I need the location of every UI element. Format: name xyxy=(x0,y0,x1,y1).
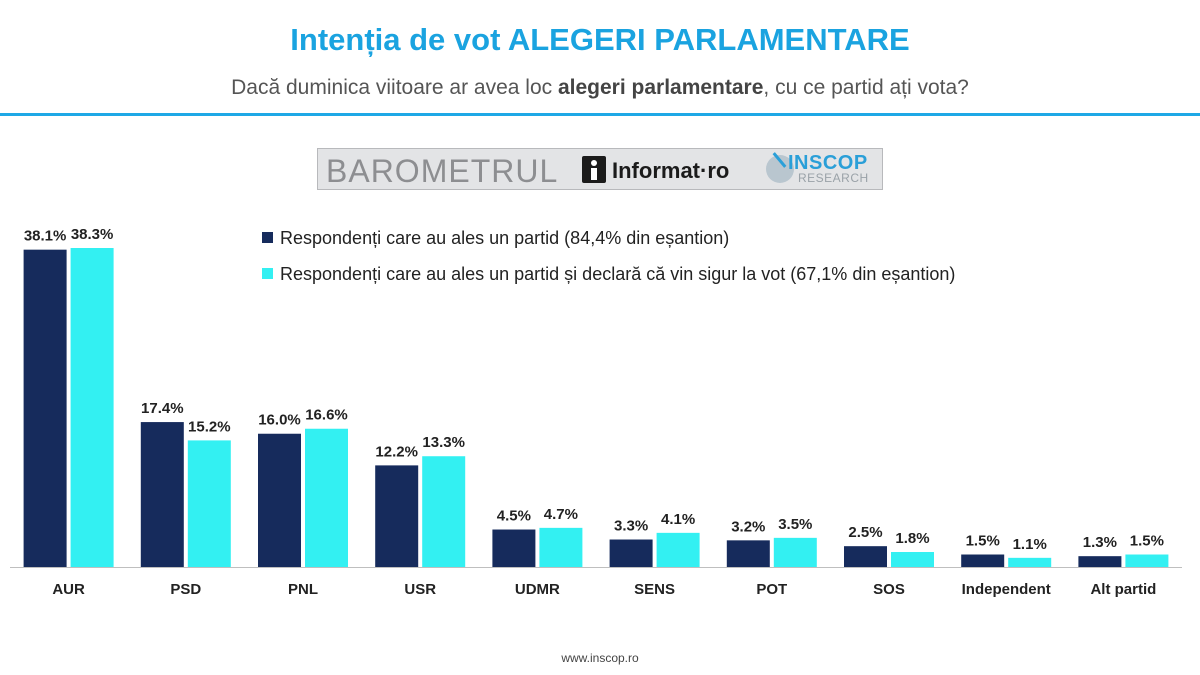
x-tick-label-alt-partid: Alt partid xyxy=(1090,581,1156,598)
data-label-usr-series-2: 13.3% xyxy=(422,434,465,451)
inscop-logo-text: INSCOP xyxy=(788,152,868,174)
data-label-pnl-series-1: 16.0% xyxy=(258,412,301,429)
footer-url: www.inscop.ro xyxy=(561,651,639,665)
legend-swatch-series-2 xyxy=(262,268,273,279)
x-tick-label-aur: AUR xyxy=(52,581,85,598)
subtitle-text-start: Dacă duminica viitoare ar avea loc xyxy=(231,76,558,99)
chart-subtitle: Dacă duminica viitoare ar avea loc alege… xyxy=(0,76,1200,100)
bar-independent-series-2 xyxy=(1008,557,1052,567)
bar-udmr-series-1 xyxy=(492,529,536,567)
bar-sens-series-2 xyxy=(656,532,700,567)
barometer-banner: BAROMETRUL Informat·ro INSCOP RESEARCH xyxy=(317,148,883,190)
bar-usr-series-1 xyxy=(375,465,419,567)
data-label-pot-series-2: 3.5% xyxy=(778,516,812,533)
subtitle-text-end: , cu ce partid ați vota? xyxy=(763,76,969,99)
data-label-udmr-series-2: 4.7% xyxy=(544,506,578,523)
x-tick-label-usr: USR xyxy=(404,581,436,598)
data-label-psd-series-2: 15.2% xyxy=(188,418,231,435)
bar-usr-series-2 xyxy=(422,456,466,567)
informat-logo-icon xyxy=(582,156,606,183)
bar-udmr-series-2 xyxy=(539,527,583,567)
legend-label-series-1: Respondenți care au ales un partid (84,4… xyxy=(280,228,730,248)
data-label-aur-series-1: 38.1% xyxy=(24,228,67,245)
x-tick-label-psd: PSD xyxy=(170,581,201,598)
legend-item-series-2: Respondenți care au ales un partid și de… xyxy=(262,264,955,300)
data-label-aur-series-2: 38.3% xyxy=(71,226,114,243)
data-label-psd-series-1: 17.4% xyxy=(141,400,184,417)
research-logo-text: RESEARCH xyxy=(798,171,869,185)
data-label-alt-partid-series-2: 1.5% xyxy=(1130,533,1164,550)
bar-alt-partid-series-2 xyxy=(1125,554,1169,567)
bar-chart: 38.1% 38.3% AUR 17.4%15.2% PSD 16.0% 16.6% PNL 1… xyxy=(10,226,1182,598)
informat-logo-text: Informat·ro xyxy=(612,158,730,183)
data-label-pnl-series-2: 16.6% xyxy=(305,407,348,424)
bar-pot-series-2 xyxy=(773,537,817,567)
bar-independent-series-1 xyxy=(961,554,1005,567)
x-tick-label-pnl: PNL xyxy=(288,581,318,598)
bar-aur-series-2 xyxy=(70,248,114,567)
data-label-independent-series-2: 1.1% xyxy=(1013,536,1047,553)
legend-item-series-1: Respondenți care au ales un partid (84,4… xyxy=(262,228,955,264)
x-tick-label-independent: Independent xyxy=(962,581,1051,598)
data-label-sens-series-1: 3.3% xyxy=(614,518,648,535)
bar-pnl-series-1 xyxy=(258,433,301,567)
bar-alt-partid-series-1 xyxy=(1078,556,1122,567)
bar-pnl-series-2 xyxy=(305,428,348,567)
subtitle-text-bold: alegeri parlamentare xyxy=(557,76,764,99)
barometrul-logo-text: BAROMETRUL xyxy=(326,153,559,189)
bar-sens-series-1 xyxy=(609,539,653,567)
data-label-sos-series-1: 2.5% xyxy=(848,524,882,541)
bar-pot-series-1 xyxy=(726,540,770,567)
x-tick-label-sos: SOS xyxy=(873,581,905,598)
data-label-udmr-series-1: 4.5% xyxy=(497,508,531,525)
x-tick-label-sens: SENS xyxy=(634,581,675,598)
data-label-pot-series-1: 3.2% xyxy=(731,518,765,535)
header-divider xyxy=(0,113,1200,116)
chart-title: Intenția de vot ALEGERI PARLAMENTARE xyxy=(290,22,910,57)
bar-aur-series-1 xyxy=(23,249,67,567)
bar-sos-series-2 xyxy=(891,552,934,567)
bar-psd-series-2 xyxy=(187,440,231,567)
legend-swatch-series-1 xyxy=(262,232,273,243)
bar-sos-series-1 xyxy=(844,546,887,567)
legend-label-series-2: Respondenți care au ales un partid și de… xyxy=(280,264,956,284)
x-tick-label-pot: POT xyxy=(756,581,787,598)
data-label-sos-series-2: 1.8% xyxy=(895,530,929,547)
inscop-logo-icon xyxy=(766,155,794,183)
data-label-alt-partid-series-1: 1.3% xyxy=(1083,534,1117,551)
data-label-independent-series-1: 1.5% xyxy=(966,533,1000,550)
data-label-usr-series-1: 12.2% xyxy=(375,443,418,460)
x-tick-label-udmr: UDMR xyxy=(515,581,560,598)
chart-legend: Respondenți care au ales un partid (84,4… xyxy=(262,228,955,300)
bar-psd-series-1 xyxy=(140,422,184,567)
data-label-sens-series-2: 4.1% xyxy=(661,511,695,528)
